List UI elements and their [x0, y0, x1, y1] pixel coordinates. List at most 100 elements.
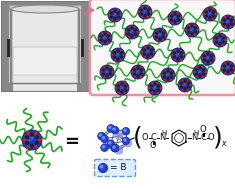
Circle shape [101, 135, 108, 143]
Circle shape [128, 28, 133, 33]
Text: H: H [193, 130, 199, 136]
Text: O: O [208, 133, 214, 143]
Circle shape [206, 17, 208, 20]
Text: (: ( [133, 126, 143, 150]
Circle shape [156, 36, 158, 38]
Circle shape [186, 88, 189, 91]
Circle shape [98, 37, 101, 39]
Circle shape [182, 54, 185, 56]
Circle shape [161, 29, 164, 32]
Circle shape [153, 28, 167, 42]
Circle shape [141, 9, 143, 11]
Circle shape [168, 17, 171, 19]
Circle shape [181, 79, 184, 81]
Circle shape [191, 25, 193, 27]
Circle shape [101, 41, 104, 44]
Circle shape [230, 65, 232, 67]
Circle shape [171, 15, 173, 17]
Circle shape [134, 29, 136, 31]
Circle shape [171, 19, 173, 21]
Circle shape [188, 26, 193, 31]
Circle shape [117, 19, 119, 21]
Circle shape [161, 68, 175, 82]
Text: N: N [191, 133, 197, 143]
Circle shape [204, 59, 206, 61]
Circle shape [26, 134, 33, 141]
Circle shape [177, 58, 179, 60]
Circle shape [131, 65, 145, 79]
Circle shape [224, 71, 227, 74]
Circle shape [144, 15, 146, 17]
Circle shape [111, 126, 119, 134]
Circle shape [212, 57, 215, 59]
Circle shape [181, 82, 183, 84]
Text: O: O [150, 142, 156, 150]
Text: C: C [150, 133, 156, 143]
Circle shape [157, 91, 159, 94]
Circle shape [154, 91, 156, 93]
Circle shape [111, 144, 119, 152]
Circle shape [118, 85, 120, 87]
Circle shape [229, 16, 232, 19]
Circle shape [141, 13, 143, 15]
Circle shape [109, 142, 111, 144]
Circle shape [227, 17, 229, 19]
Circle shape [126, 87, 129, 89]
Circle shape [103, 73, 105, 75]
Circle shape [146, 15, 149, 18]
Circle shape [209, 17, 211, 19]
Circle shape [216, 41, 218, 43]
Circle shape [99, 134, 102, 136]
Circle shape [222, 37, 224, 39]
Circle shape [141, 51, 144, 53]
Circle shape [128, 26, 130, 29]
Text: x: x [221, 139, 225, 147]
Circle shape [141, 8, 146, 13]
Circle shape [174, 52, 176, 54]
Circle shape [101, 32, 104, 35]
Circle shape [188, 31, 190, 33]
Circle shape [193, 33, 196, 36]
Circle shape [221, 43, 224, 46]
Circle shape [169, 69, 172, 71]
Circle shape [204, 55, 206, 57]
Circle shape [187, 86, 189, 88]
Circle shape [232, 21, 235, 23]
Circle shape [181, 88, 184, 91]
Circle shape [134, 73, 136, 75]
Circle shape [133, 36, 136, 38]
Circle shape [111, 54, 114, 56]
Circle shape [121, 83, 123, 85]
Circle shape [171, 14, 176, 19]
Circle shape [100, 65, 114, 79]
Circle shape [139, 75, 142, 78]
Circle shape [111, 9, 114, 12]
Circle shape [107, 125, 115, 132]
Circle shape [189, 84, 192, 86]
Circle shape [222, 41, 224, 43]
Circle shape [150, 53, 152, 55]
Circle shape [124, 89, 126, 91]
Circle shape [151, 85, 153, 87]
Circle shape [230, 23, 232, 25]
Circle shape [118, 91, 121, 94]
Circle shape [224, 19, 226, 21]
Circle shape [117, 12, 119, 14]
Circle shape [230, 69, 232, 71]
Circle shape [124, 85, 126, 87]
Circle shape [111, 11, 116, 16]
Circle shape [118, 82, 121, 84]
Circle shape [115, 132, 123, 140]
Circle shape [157, 89, 159, 91]
Circle shape [128, 33, 130, 35]
Circle shape [224, 64, 229, 69]
Circle shape [171, 54, 174, 56]
Circle shape [204, 54, 209, 59]
Circle shape [109, 126, 111, 129]
Circle shape [119, 58, 122, 61]
Circle shape [174, 56, 176, 58]
Circle shape [196, 73, 198, 75]
Circle shape [124, 139, 126, 141]
Circle shape [181, 86, 183, 88]
Circle shape [179, 17, 182, 19]
